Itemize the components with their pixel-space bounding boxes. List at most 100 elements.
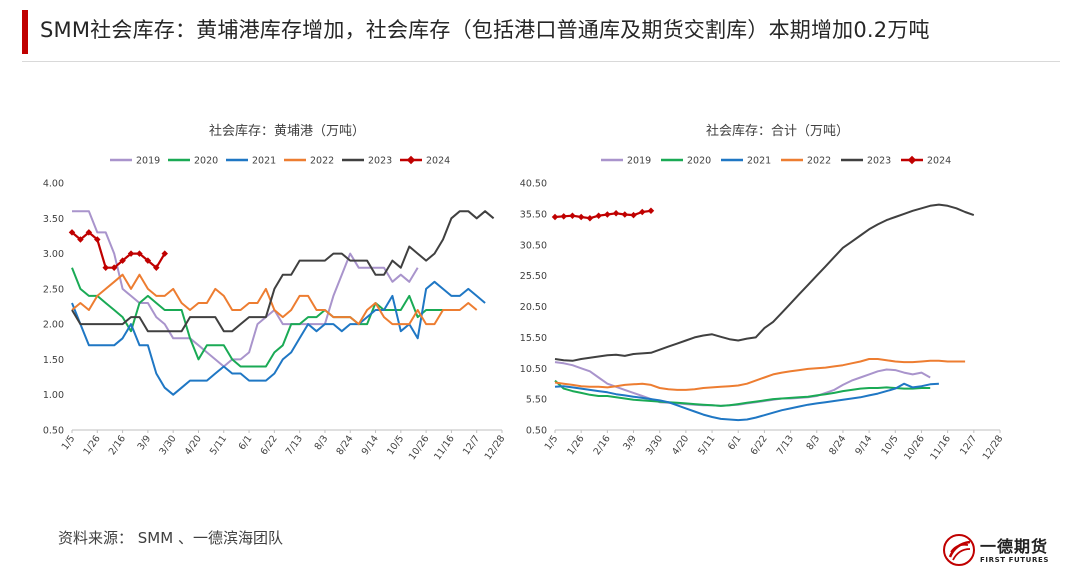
company-logo-english-name: FIRST FUTURES — [980, 556, 1049, 564]
y-tick-label: 2.00 — [43, 320, 64, 331]
x-tick-label: 11/16 — [928, 433, 953, 462]
data-point-2024 — [621, 211, 629, 218]
series-line-2023 — [71, 210, 495, 333]
y-tick-label: 1.00 — [43, 390, 64, 401]
legend-label: 2024 — [426, 156, 450, 167]
legend-label: 2023 — [368, 156, 392, 167]
x-tick-label: 9/14 — [853, 433, 874, 457]
series-line-2024 — [554, 209, 652, 220]
y-tick-label: 10.50 — [520, 364, 547, 375]
x-tick-label: 5/11 — [696, 433, 717, 457]
data-point-2024 — [560, 213, 567, 220]
x-tick-label: 9/14 — [360, 433, 381, 457]
legend-label: 2024 — [927, 156, 951, 167]
legend-label: 2022 — [807, 156, 831, 167]
x-tick-label: 12/28 — [483, 433, 508, 462]
y-tick-label: 3.00 — [43, 249, 64, 260]
data-point-2024 — [604, 211, 611, 218]
x-tick-label: 8/24 — [334, 433, 355, 457]
chart-title: 社会库存：黄埔港（万吨） — [209, 123, 365, 139]
x-tick-label: 6/22 — [259, 433, 280, 457]
y-tick-label: 25.50 — [520, 271, 547, 282]
x-tick-label: 8/3 — [313, 433, 331, 452]
y-tick-label: 20.50 — [520, 302, 547, 313]
x-tick-label: 7/13 — [284, 433, 305, 457]
x-tick-label: 12/7 — [461, 433, 482, 457]
x-tick-label: 12/7 — [958, 433, 979, 457]
y-tick-label: 15.50 — [520, 333, 547, 344]
y-tick-label: 2.50 — [43, 284, 64, 295]
series-line-2023 — [554, 203, 975, 362]
series-line-2020 — [71, 267, 443, 368]
x-tick-label: 3/30 — [157, 433, 178, 457]
data-point-2024 — [639, 208, 646, 216]
y-tick-label: 0.50 — [43, 426, 64, 437]
page-title: SMM社会库存：黄埔港库存增加，社会库存（包括港口普通库及期货交割库）本期增加0… — [40, 18, 930, 42]
x-tick-label: 2/16 — [107, 433, 128, 457]
y-tick-label: 35.50 — [520, 209, 547, 220]
x-tick-label: 11/16 — [432, 433, 457, 462]
legend-label: 2021 — [747, 156, 771, 167]
x-tick-label: 4/20 — [183, 433, 204, 457]
company-logo-mark — [943, 534, 975, 566]
x-tick-label: 5/11 — [208, 433, 229, 457]
chart-title: 社会库存：合计（万吨） — [706, 123, 849, 139]
y-tick-label: 30.50 — [520, 240, 547, 251]
x-tick-label: 3/30 — [644, 433, 665, 457]
data-point-2024 — [551, 213, 559, 221]
data-point-2024 — [144, 257, 152, 264]
y-tick-label: 3.50 — [43, 214, 64, 225]
y-tick-label: 5.50 — [526, 395, 547, 406]
series-line-2021 — [71, 280, 486, 396]
x-tick-label: 3/9 — [621, 433, 639, 452]
company-logo-name: 一德期货 — [980, 537, 1049, 556]
data-point-2024 — [612, 210, 620, 217]
data-point-2024 — [102, 264, 109, 271]
x-tick-label: 10/5 — [385, 433, 406, 457]
y-tick-label: 1.50 — [43, 355, 64, 366]
legend-label: 2023 — [867, 156, 891, 167]
header-accent-bar — [22, 10, 28, 54]
legend-marker — [406, 155, 416, 165]
source-note: 资料来源： SMM 、一德滨海团队 — [58, 529, 283, 547]
chart-huangpu: 社会库存：黄埔港（万吨） 2019 2020 2021 2022 2023 2024 0.50… — [43, 123, 508, 462]
x-tick-label: 2/16 — [592, 433, 613, 457]
y-tick-label: 4.00 — [43, 179, 64, 190]
header-divider — [22, 61, 1060, 62]
x-tick-label: 4/20 — [670, 433, 691, 457]
x-tick-label: 12/28 — [981, 433, 1006, 462]
legend-label: 2020 — [194, 156, 218, 167]
data-point-2024 — [630, 211, 637, 219]
x-tick-label: 10/26 — [407, 433, 432, 462]
x-tick-label: 6/22 — [749, 433, 770, 457]
series-line-2019 — [72, 210, 419, 368]
legend-marker — [907, 155, 917, 165]
y-tick-label: 40.50 — [520, 179, 547, 190]
series-line-2022 — [71, 273, 478, 326]
x-tick-label: 8/24 — [827, 433, 848, 457]
x-tick-label: 6/1 — [726, 433, 744, 452]
x-tick-label: 3/9 — [136, 433, 154, 452]
legend-label: 2019 — [136, 156, 160, 167]
data-point-2024 — [161, 250, 168, 257]
y-tick-label: 0.50 — [526, 426, 547, 437]
legend-label: 2019 — [627, 156, 651, 167]
series-line-2024 — [71, 231, 166, 269]
data-point-2024 — [569, 212, 576, 219]
series-line-2022 — [554, 358, 966, 391]
x-tick-label: 7/13 — [775, 433, 796, 457]
x-tick-label: 10/26 — [902, 433, 927, 462]
data-point-2024 — [127, 250, 135, 257]
series-line-2021 — [554, 382, 939, 422]
data-point-2024 — [586, 214, 594, 222]
data-point-2024 — [577, 213, 585, 221]
data-point-2024 — [119, 257, 126, 264]
x-tick-label: 10/5 — [879, 433, 900, 457]
series-line-2020 — [554, 379, 931, 407]
legend-label: 2022 — [310, 156, 334, 167]
data-point-2024 — [94, 236, 101, 243]
x-tick-label: 8/3 — [804, 433, 822, 452]
data-point-2024 — [595, 212, 602, 219]
x-tick-label: 1/26 — [81, 433, 102, 457]
data-point-2024 — [647, 207, 655, 215]
